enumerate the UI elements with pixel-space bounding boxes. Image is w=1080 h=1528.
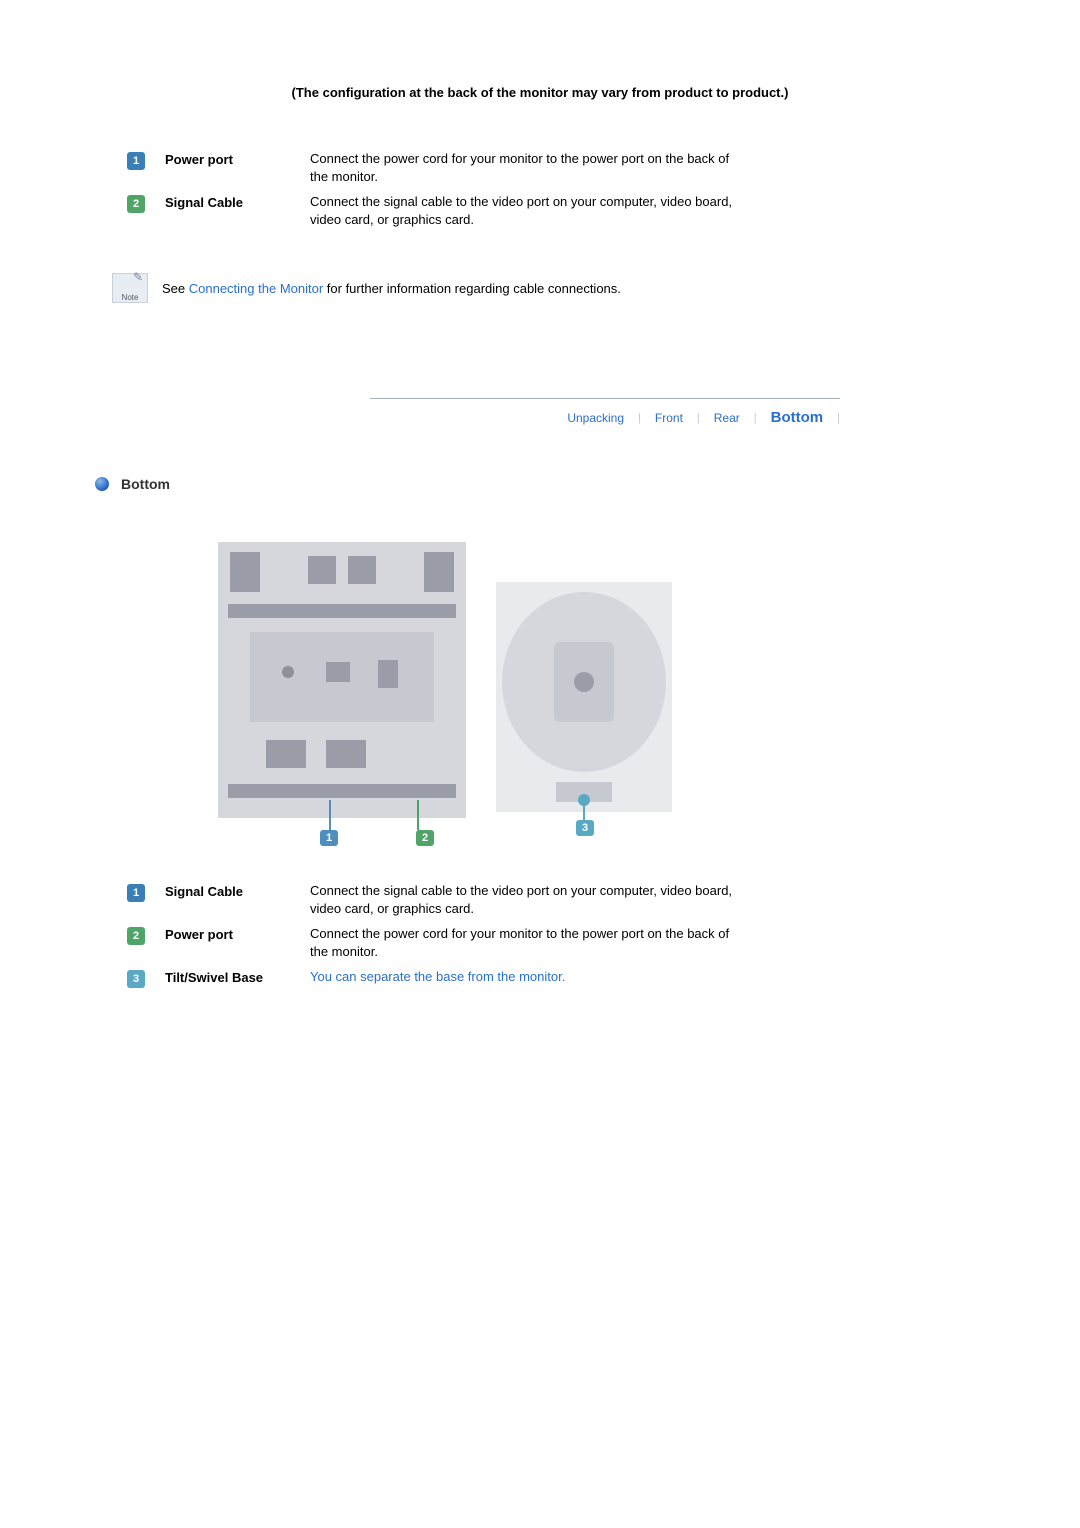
list-item: 2 Power port Connect the power cord for … [127, 925, 1080, 960]
item-label: Power port [165, 927, 310, 942]
list-item: 2 Signal Cable Connect the signal cable … [127, 193, 1080, 228]
badge-1b: 1 [127, 884, 145, 902]
tilt-swivel-link[interactable]: You can separate the base from the monit… [310, 968, 740, 986]
note-suffix: for further information regarding cable … [323, 281, 621, 296]
sphere-bullet-icon [95, 477, 109, 491]
item-desc: Connect the signal cable to the video po… [310, 882, 740, 917]
list-item: 1 Signal Cable Connect the signal cable … [127, 882, 1080, 917]
item-desc: Connect the signal cable to the video po… [310, 193, 740, 228]
callout-badge-1: 1 [320, 830, 338, 846]
callout-badge-2: 2 [416, 830, 434, 846]
item-label: Signal Cable [165, 195, 310, 210]
badge-3b: 3 [127, 970, 145, 988]
monitor-back-svg [218, 542, 466, 852]
note-prefix: See [162, 281, 189, 296]
tab-unpacking[interactable]: Unpacking [553, 411, 638, 425]
tabs-container: Unpacking | Front | Rear | Bottom | [370, 398, 840, 426]
monitor-back-image: 1 2 [218, 542, 466, 852]
tab-front[interactable]: Front [641, 411, 697, 425]
item-label: Signal Cable [165, 884, 310, 899]
section-header: Bottom [95, 476, 1080, 492]
list-item: 1 Power port Connect the power cord for … [127, 150, 1080, 185]
connecting-monitor-link[interactable]: Connecting the Monitor [189, 281, 323, 296]
item-desc: Connect the power cord for your monitor … [310, 150, 740, 185]
upper-items-list: 1 Power port Connect the power cord for … [0, 150, 1080, 228]
monitor-base-image: 3 [496, 582, 672, 842]
note-row: Note See Connecting the Monitor for furt… [112, 273, 1080, 303]
images-row: 1 2 3 [218, 542, 1080, 852]
note-icon: Note [112, 273, 148, 303]
item-label: Tilt/Swivel Base [165, 970, 310, 985]
section-title: Bottom [121, 476, 170, 492]
badge-2: 2 [127, 195, 145, 213]
monitor-base-svg [496, 582, 672, 842]
callout-badge-3: 3 [576, 820, 594, 836]
item-label: Power port [165, 152, 310, 167]
page-root: (The configuration at the back of the mo… [0, 0, 1080, 988]
item-desc: Connect the power cord for your monitor … [310, 925, 740, 960]
list-item: 3 Tilt/Swivel Base You can separate the … [127, 968, 1080, 988]
tab-rear[interactable]: Rear [700, 411, 754, 425]
config-heading: (The configuration at the back of the mo… [0, 85, 1080, 100]
note-text: See Connecting the Monitor for further i… [162, 281, 621, 296]
note-icon-label: Note [122, 293, 139, 302]
tab-bottom[interactable]: Bottom [757, 409, 838, 426]
tabs: Unpacking | Front | Rear | Bottom | [370, 399, 840, 426]
lower-items-list: 1 Signal Cable Connect the signal cable … [0, 882, 1080, 988]
badge-1: 1 [127, 152, 145, 170]
tab-separator: | [837, 412, 840, 424]
badge-2b: 2 [127, 927, 145, 945]
